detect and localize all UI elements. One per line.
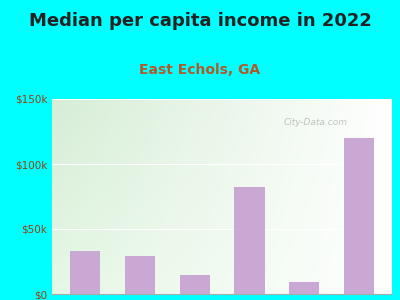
Text: East Echols, GA: East Echols, GA (140, 63, 260, 77)
Bar (180, 274, 210, 294)
Bar (289, 282, 319, 294)
Bar (344, 138, 374, 294)
Bar (234, 188, 264, 294)
Text: City-Data.com: City-Data.com (283, 118, 347, 127)
Bar (125, 256, 155, 294)
Text: Median per capita income in 2022: Median per capita income in 2022 (28, 12, 372, 30)
Bar (70, 251, 100, 294)
